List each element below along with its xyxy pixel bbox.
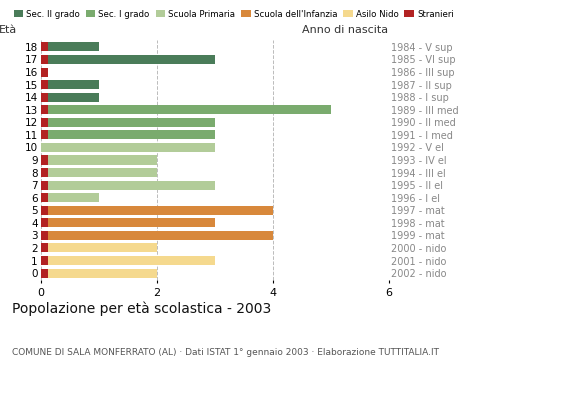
Bar: [41, 168, 157, 177]
Bar: [41, 244, 48, 252]
Bar: [41, 181, 215, 190]
Bar: [41, 93, 99, 102]
Bar: [41, 231, 273, 240]
Bar: [41, 130, 215, 139]
Bar: [41, 68, 48, 76]
Bar: [41, 80, 48, 89]
Bar: [41, 268, 48, 278]
Bar: [41, 268, 157, 278]
Bar: [41, 181, 48, 190]
Bar: [41, 55, 215, 64]
Text: Età: Età: [0, 25, 17, 35]
Bar: [41, 105, 48, 114]
Bar: [41, 143, 215, 152]
Bar: [41, 256, 48, 265]
Bar: [41, 130, 48, 139]
Bar: [41, 42, 99, 52]
Text: COMUNE DI SALA MONFERRATO (AL) · Dati ISTAT 1° gennaio 2003 · Elaborazione TUTTI: COMUNE DI SALA MONFERRATO (AL) · Dati IS…: [12, 348, 438, 357]
Bar: [41, 193, 99, 202]
Bar: [41, 118, 48, 127]
Bar: [41, 168, 48, 177]
Bar: [41, 218, 48, 227]
Legend: Sec. II grado, Sec. I grado, Scuola Primaria, Scuola dell'Infanzia, Asilo Nido, : Sec. II grado, Sec. I grado, Scuola Prim…: [13, 10, 454, 19]
Bar: [41, 118, 215, 127]
Text: Popolazione per età scolastica - 2003: Popolazione per età scolastica - 2003: [12, 302, 271, 316]
Bar: [41, 256, 215, 265]
Bar: [41, 42, 48, 52]
Text: Anno di nascita: Anno di nascita: [303, 25, 389, 35]
Bar: [41, 206, 48, 215]
Bar: [41, 206, 273, 215]
Bar: [41, 105, 331, 114]
Bar: [41, 156, 48, 164]
Bar: [41, 156, 157, 164]
Bar: [41, 80, 99, 89]
Bar: [41, 93, 48, 102]
Bar: [41, 231, 48, 240]
Bar: [41, 193, 48, 202]
Bar: [41, 218, 215, 227]
Bar: [41, 55, 48, 64]
Bar: [41, 244, 157, 252]
